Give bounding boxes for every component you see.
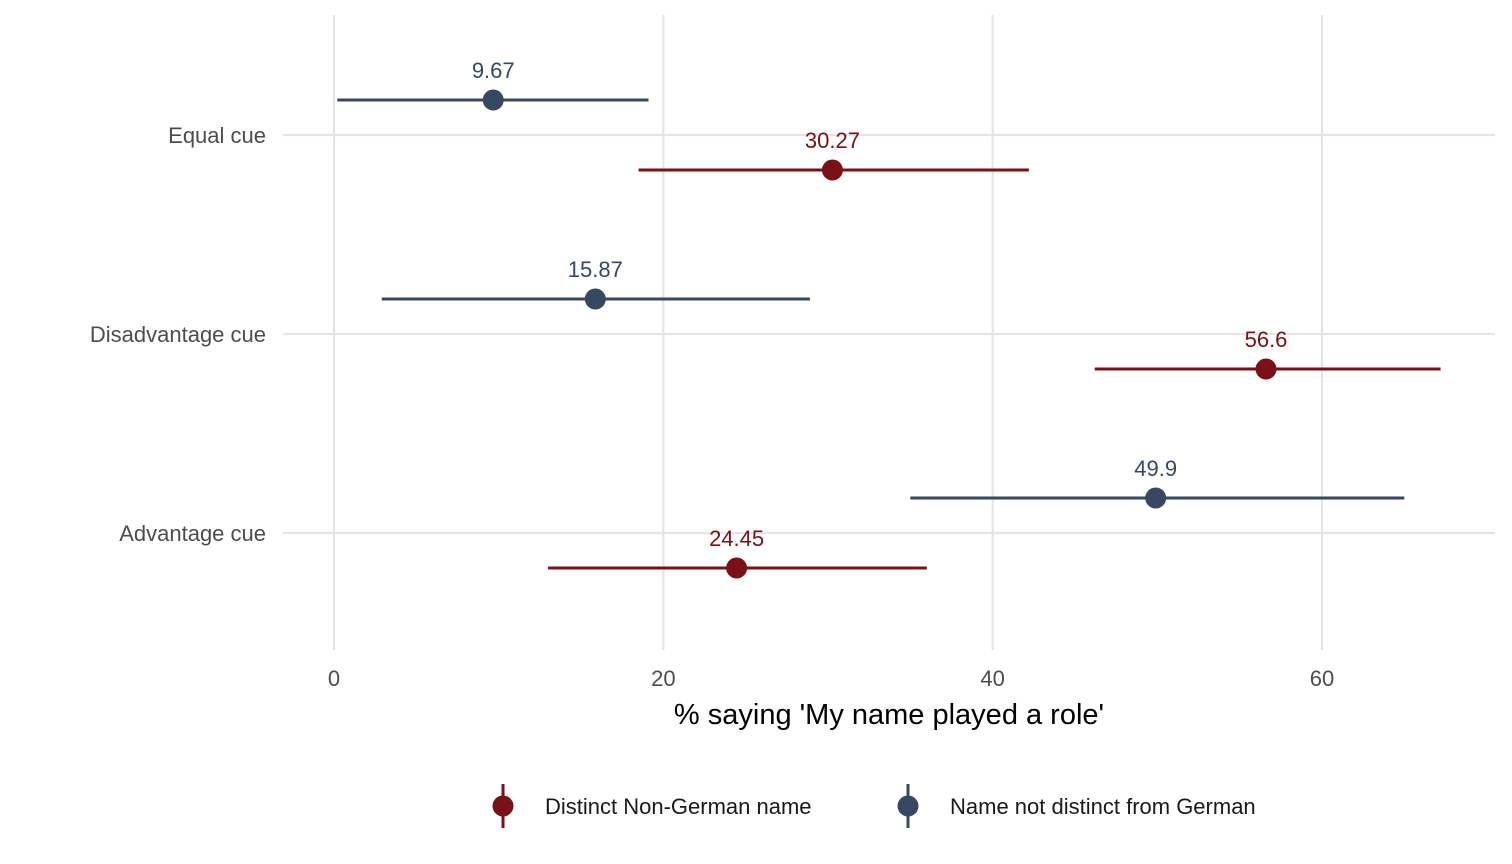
legend-label: Distinct Non-German name: [545, 794, 812, 819]
legend-key-dot: [492, 795, 514, 817]
y-tick-label: Disadvantage cue: [90, 322, 266, 347]
data-point: [726, 557, 748, 579]
data-point: [584, 288, 606, 310]
x-axis-label: % saying 'My name played a role': [674, 699, 1104, 731]
data-point: [821, 159, 843, 181]
x-tick-label: 0: [328, 666, 340, 691]
y-tick-label: Advantage cue: [119, 521, 266, 546]
y-axis: Equal cue Disadvantage cue Advantage cue: [90, 123, 266, 546]
x-tick-label: 60: [1310, 666, 1334, 691]
data-point: [1255, 358, 1277, 380]
data-label: 30.27: [805, 128, 860, 153]
data-point: [482, 89, 504, 111]
x-axis: 0 20 40 60: [328, 666, 1334, 691]
legend-label: Name not distinct from German: [950, 794, 1256, 819]
data-label: 56.6: [1245, 327, 1288, 352]
x-tick-label: 40: [980, 666, 1004, 691]
x-tick-label: 20: [651, 666, 675, 691]
data-label: 15.87: [568, 257, 623, 282]
data-label: 9.67: [472, 58, 515, 83]
legend: Distinct Non-German name Name not distinc…: [492, 784, 1256, 828]
data-label: 24.45: [709, 526, 764, 551]
y-tick-label: Equal cue: [168, 123, 266, 148]
data-point: [1145, 487, 1167, 509]
data-label: 49.9: [1134, 456, 1177, 481]
chart-marks: 30.27 56.6 24.45 9.67 15.87 49.9: [337, 58, 1441, 579]
grid-lines: [283, 15, 1495, 650]
legend-key-dot: [897, 795, 919, 817]
